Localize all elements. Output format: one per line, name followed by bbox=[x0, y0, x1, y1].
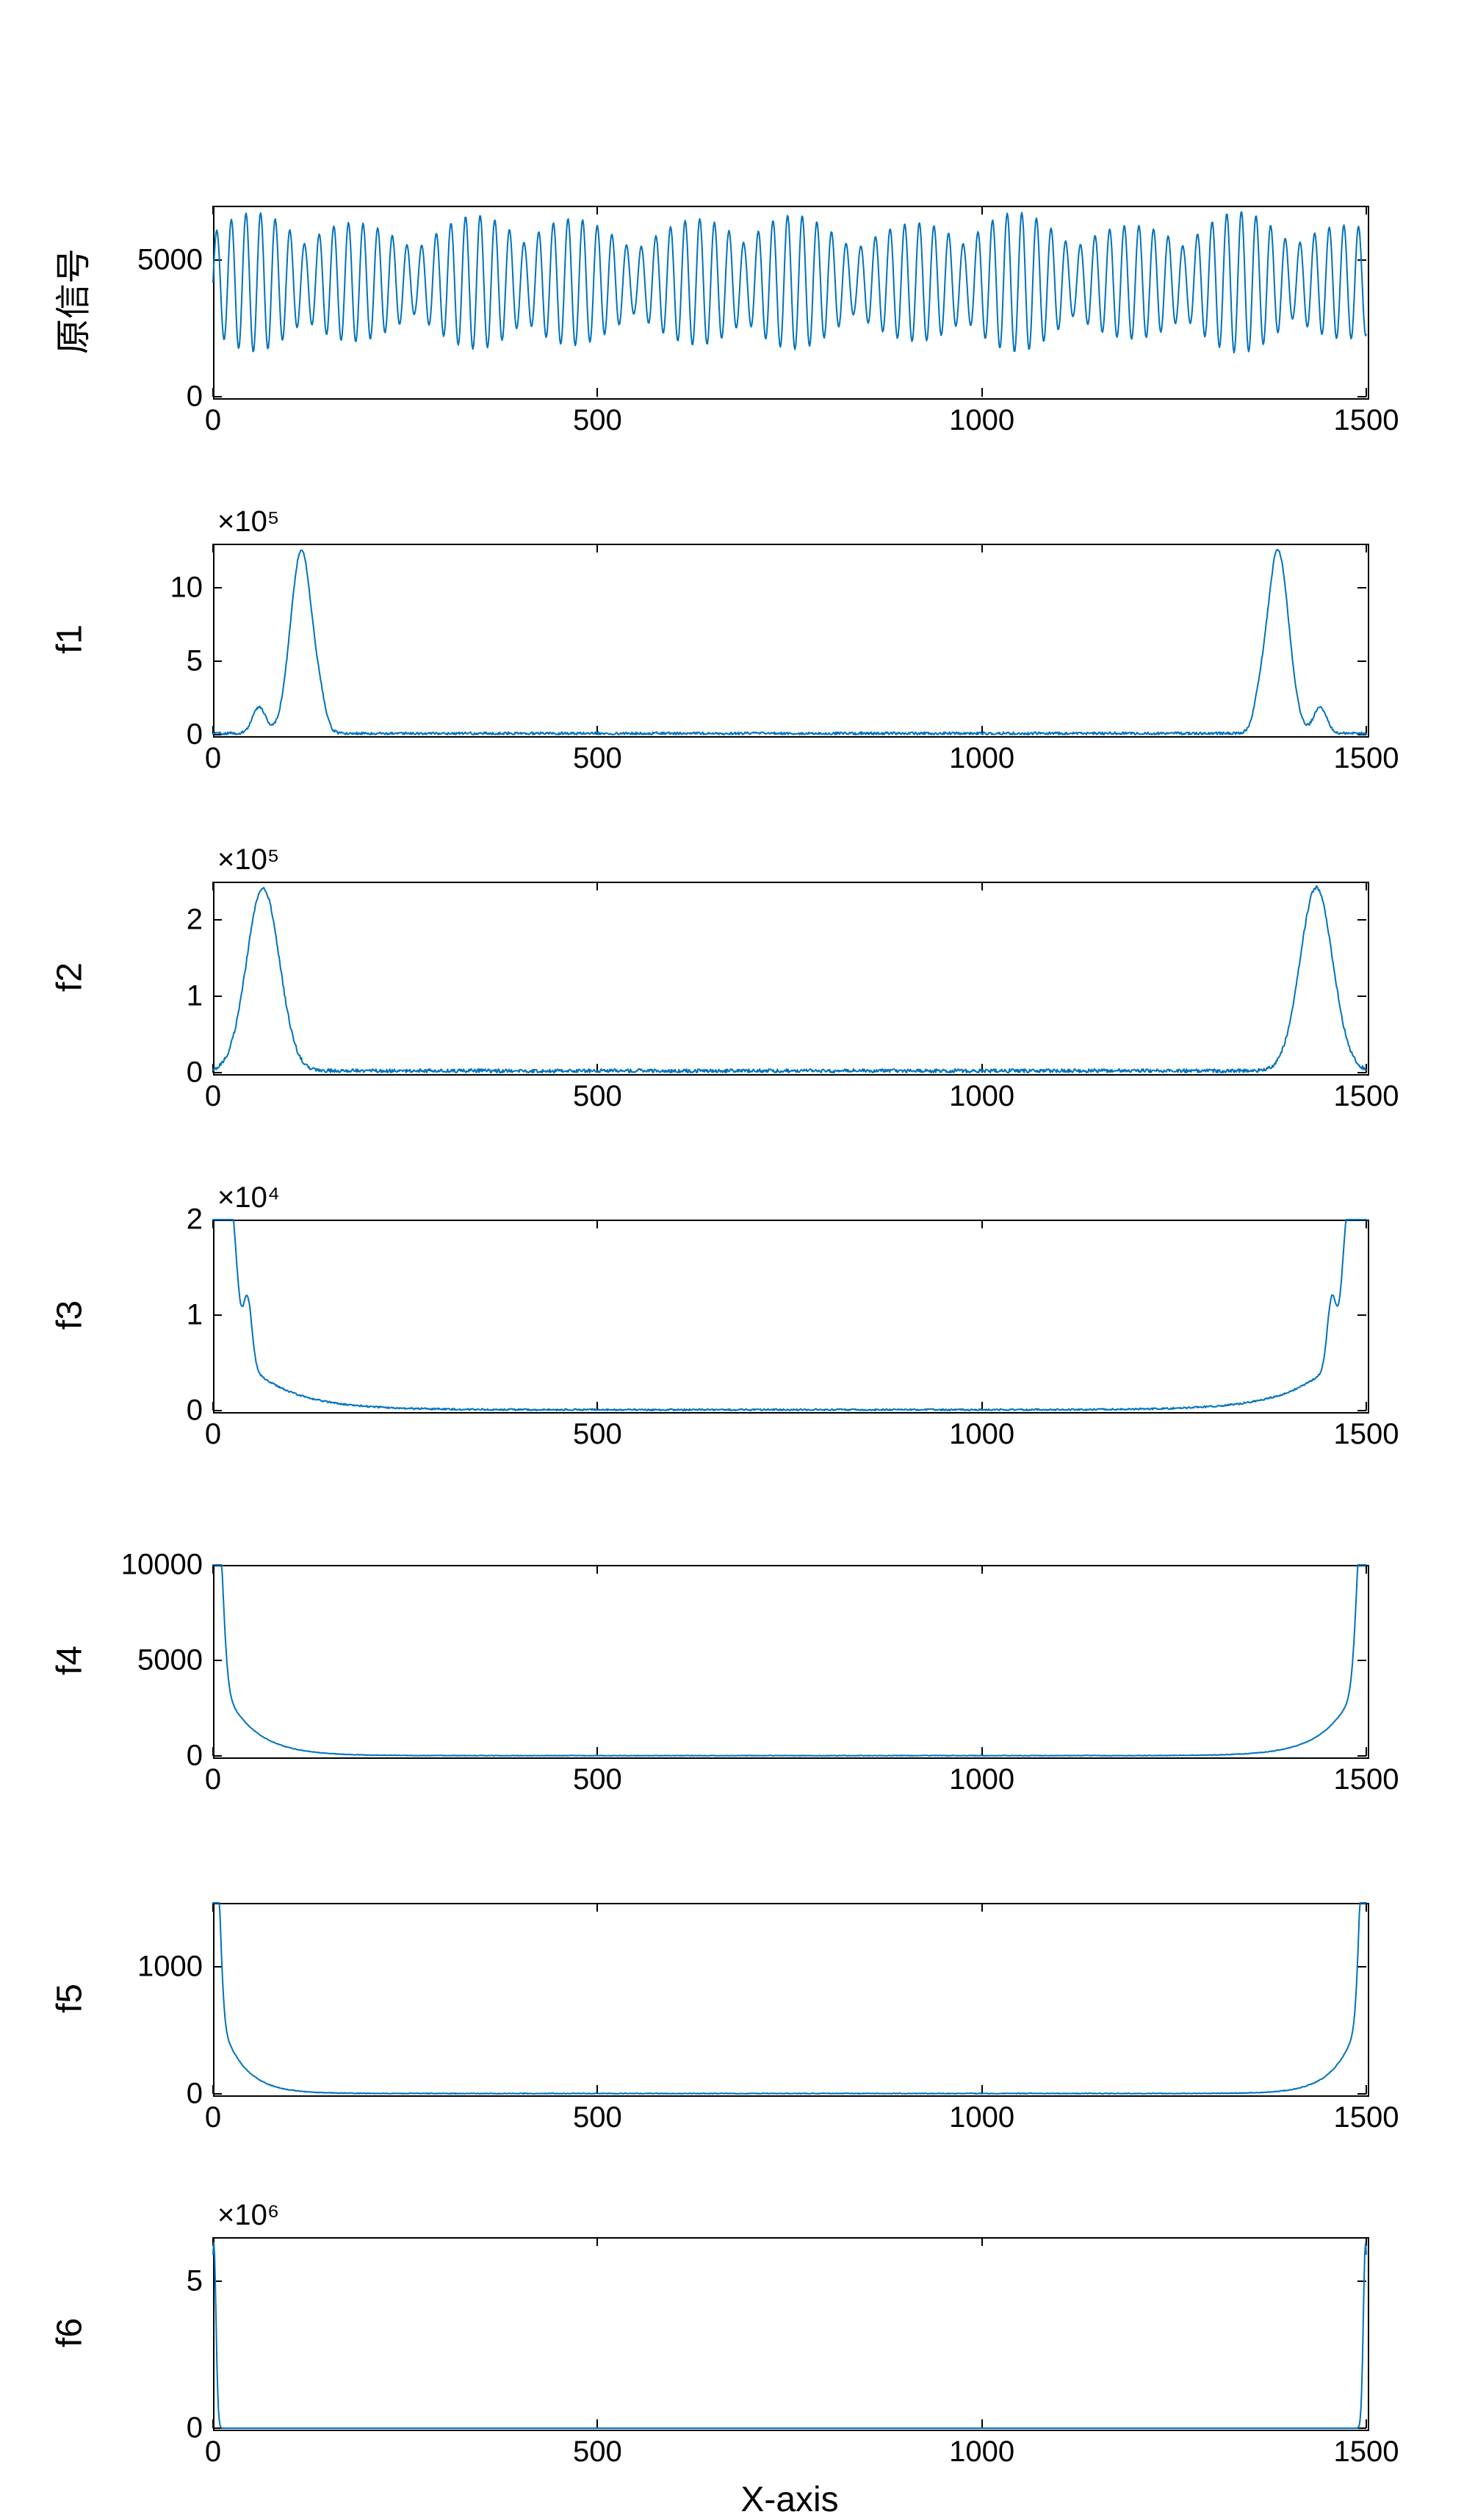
multiplier-s3: ×10⁴ bbox=[217, 1181, 280, 1214]
ylabel-s1: f1 bbox=[50, 624, 90, 654]
xtick-label: 0 bbox=[205, 2436, 221, 2469]
xtick-label: 0 bbox=[205, 1418, 221, 1451]
ytick-label: 0 bbox=[187, 1394, 203, 1428]
xtick-label: 500 bbox=[573, 404, 622, 437]
ylabel-s0: 原信号 bbox=[44, 248, 95, 354]
xtick-label: 0 bbox=[205, 1763, 221, 1796]
xtick-label: 500 bbox=[573, 1763, 622, 1796]
xtick-label: 500 bbox=[573, 1080, 622, 1113]
xtick-label: 1000 bbox=[949, 2101, 1014, 2134]
xtick-label: 500 bbox=[573, 2436, 622, 2469]
xtick-label: 1500 bbox=[1334, 404, 1399, 437]
xtick-label: 1000 bbox=[949, 1080, 1014, 1113]
ytick-label: 0 bbox=[187, 2078, 203, 2111]
ylabel-s2: f2 bbox=[50, 962, 90, 992]
ytick-label: 10 bbox=[170, 572, 203, 605]
xtick-label: 1000 bbox=[949, 1763, 1014, 1796]
ylabel-s3: f3 bbox=[50, 1300, 90, 1330]
plot-line-s4 bbox=[213, 1565, 1366, 1756]
ytick-label: 5000 bbox=[137, 1644, 203, 1677]
ytick-label: 0 bbox=[187, 2412, 203, 2445]
ytick-label: 1 bbox=[187, 980, 203, 1013]
multiplier-s6: ×10⁶ bbox=[217, 2199, 279, 2232]
xtick-label: 500 bbox=[573, 742, 622, 775]
xtick-label: 0 bbox=[205, 2101, 221, 2134]
ytick-label: 0 bbox=[187, 719, 203, 752]
ytick-label: 0 bbox=[187, 381, 203, 414]
xtick-label: 1000 bbox=[949, 404, 1014, 437]
xtick-label: 0 bbox=[205, 404, 221, 437]
ylabel-s4: f4 bbox=[50, 1646, 90, 1675]
ytick-label: 0 bbox=[187, 1740, 203, 1773]
ylabel-s6: f6 bbox=[50, 2318, 90, 2347]
xtick-label: 1500 bbox=[1334, 1080, 1399, 1113]
ytick-label: 5000 bbox=[137, 244, 203, 277]
plot-line-s2 bbox=[213, 882, 1366, 1073]
xlabel: X-axis bbox=[740, 2480, 838, 2520]
xtick-label: 1000 bbox=[949, 742, 1014, 775]
xtick-label: 1500 bbox=[1334, 742, 1399, 775]
plot-line-s6 bbox=[213, 2237, 1366, 2428]
xtick-label: 1500 bbox=[1334, 2101, 1399, 2134]
multiplier-s1: ×10⁵ bbox=[217, 505, 279, 539]
ytick-label: 2 bbox=[187, 904, 203, 937]
ylabel-s5: f5 bbox=[50, 1984, 90, 2013]
ytick-label: 0 bbox=[187, 1056, 203, 1090]
xtick-label: 1500 bbox=[1334, 1418, 1399, 1451]
ytick-label: 1000 bbox=[137, 1950, 203, 1983]
plot-line-s1 bbox=[213, 544, 1366, 735]
xtick-label: 500 bbox=[573, 2101, 622, 2134]
xtick-label: 1500 bbox=[1334, 1763, 1399, 1796]
ytick-label: 2 bbox=[187, 1203, 203, 1236]
ytick-label: 10000 bbox=[121, 1549, 203, 1582]
figure-container: 原信号05001000150005000f1×10⁵05001000150005… bbox=[0, 0, 1475, 2430]
xtick-label: 1500 bbox=[1334, 2436, 1399, 2469]
xtick-label: 0 bbox=[205, 1080, 221, 1113]
plot-line-s3 bbox=[213, 1220, 1366, 1411]
xtick-label: 1000 bbox=[949, 1418, 1014, 1451]
xtick-label: 1000 bbox=[949, 2436, 1014, 2469]
multiplier-s2: ×10⁵ bbox=[217, 843, 279, 876]
xtick-label: 0 bbox=[205, 742, 221, 775]
ytick-label: 1 bbox=[187, 1299, 203, 1332]
plot-line-s0 bbox=[213, 206, 1366, 397]
ytick-label: 5 bbox=[187, 2265, 203, 2298]
plot-line-s5 bbox=[213, 1903, 1366, 2094]
xtick-label: 500 bbox=[573, 1418, 622, 1451]
ytick-label: 5 bbox=[187, 645, 203, 678]
